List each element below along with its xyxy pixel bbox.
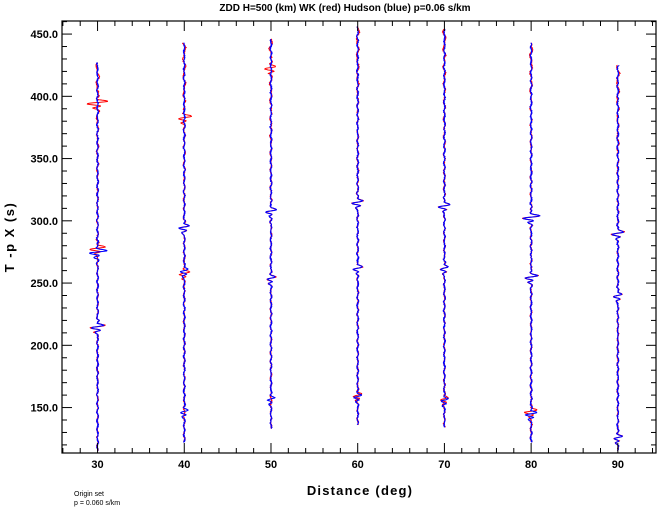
hudson-blue-trace — [178, 42, 190, 443]
wk-red-trace — [178, 42, 192, 443]
x-tick-label: 70 — [438, 459, 450, 471]
y-axis-label: T -p X (s) — [2, 202, 17, 273]
trace-40-deg — [178, 42, 192, 443]
y-tick-label: 350.0 — [30, 154, 58, 166]
x-tick-label: 40 — [178, 459, 190, 471]
footer-slowness-label: p = 0.060 s/km — [74, 500, 120, 507]
y-tick-label: 400.0 — [30, 91, 58, 103]
y-tick-label: 200.0 — [30, 340, 58, 352]
x-tick-label: 50 — [265, 459, 277, 471]
trace-80-deg — [521, 42, 541, 443]
y-tick-label: 450.0 — [30, 29, 58, 41]
trace-70-deg — [437, 28, 451, 428]
hudson-blue-trace — [89, 62, 108, 452]
axis-ticks: 30 40 50 60 70 80 90 150.0 200.0 250.0 300.0 350.0 4… — [30, 21, 656, 471]
y-tick-label: 150.0 — [30, 403, 58, 415]
plot-frame — [61, 20, 657, 454]
wk-red-trace — [437, 28, 451, 428]
trace-30-deg — [86, 62, 109, 452]
footer-origin-label: Origin set — [74, 491, 104, 498]
trace-50-deg — [264, 38, 278, 430]
hudson-blue-trace — [265, 38, 278, 430]
x-tick-label: 60 — [352, 459, 364, 471]
chart-title: ZDD H=500 (km) WK (red) Hudson (blue) p=… — [219, 3, 470, 14]
hudson-blue-trace — [522, 42, 541, 443]
hudson-blue-trace — [351, 26, 364, 425]
hudson-blue-trace — [611, 65, 625, 452]
trace-layer — [86, 26, 625, 452]
x-tick-label: 90 — [612, 459, 624, 471]
hudson-blue-trace — [438, 28, 451, 428]
trace-90-deg — [610, 64, 625, 452]
x-tick-label: 80 — [525, 459, 537, 471]
trace-60-deg — [351, 26, 364, 426]
y-tick-label: 250.0 — [30, 278, 58, 290]
x-tick-label: 30 — [91, 459, 103, 471]
x-axis-label: Distance (deg) — [307, 483, 413, 498]
y-tick-label: 300.0 — [30, 216, 58, 228]
